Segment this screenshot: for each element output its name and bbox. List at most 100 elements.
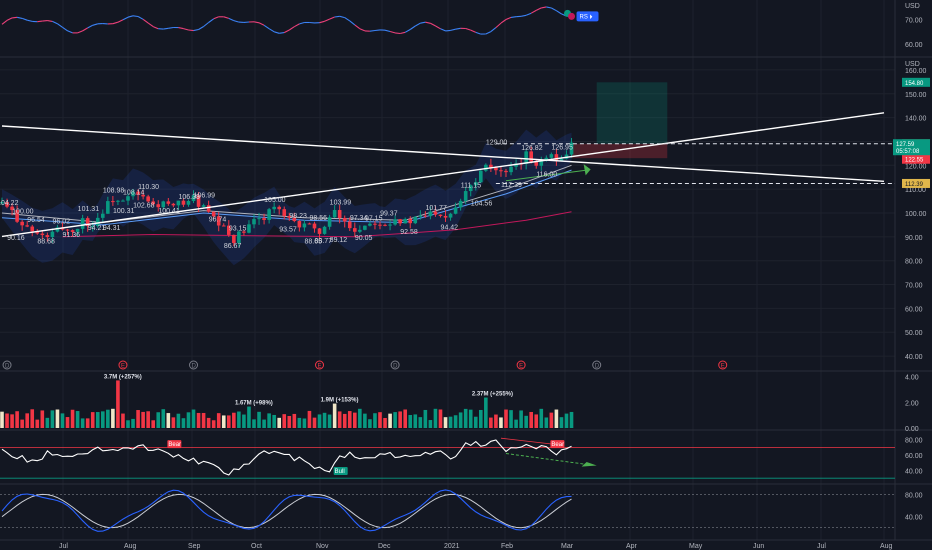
- rs-line-segment: [450, 28, 456, 31]
- rs-line-segment: [1, 19, 8, 25]
- rs-line-segment: [203, 22, 209, 27]
- breakout-arrow-head: [583, 164, 591, 176]
- candle-body: [232, 234, 236, 243]
- volume-bar: [282, 414, 287, 428]
- rs-line-segment: [92, 23, 98, 26]
- volume-bar: [413, 414, 418, 428]
- candle-body: [529, 151, 533, 162]
- rs-line-segment: [288, 26, 295, 31]
- event-marker-label-5: E: [519, 363, 523, 369]
- rs-line-segment: [127, 15, 134, 18]
- candle-body: [302, 223, 307, 228]
- candle-body: [393, 219, 397, 225]
- rs-line-segment: [354, 24, 361, 30]
- rs-line-segment: [430, 22, 436, 27]
- volume-label-1: 1.67M (+98%): [235, 401, 273, 407]
- volume-bar: [287, 415, 292, 428]
- rs-line-segment: [425, 21, 431, 24]
- volume-bar: [166, 413, 171, 428]
- stoch-d-line: [1, 493, 572, 529]
- rs-line-segment: [455, 27, 461, 30]
- candle-body: [413, 216, 418, 224]
- rs-line-segment: [420, 21, 426, 24]
- rs-line-segment: [208, 18, 215, 23]
- price-annotation-41: 126.82: [521, 145, 543, 152]
- price-tick-8: 120.00: [905, 163, 927, 170]
- rs-line-segment: [163, 27, 169, 30]
- candle-body: [509, 166, 513, 173]
- volume-bar: [75, 411, 80, 428]
- volume-bar: [267, 413, 271, 428]
- candle-body: [272, 206, 276, 210]
- volume-bar: [85, 418, 90, 428]
- candle-body: [101, 213, 105, 218]
- volume-bar: [554, 409, 559, 428]
- rs-marker-pink-dot: [568, 12, 576, 20]
- time-tick-0: Jul: [59, 543, 68, 550]
- event-marker-7: [718, 360, 728, 370]
- candle-body: [368, 223, 372, 226]
- volume-bar: [30, 409, 35, 428]
- event-marker-label-2: D: [192, 363, 197, 369]
- volume-bar: [25, 413, 29, 428]
- price-annotation-25: 88.65: [304, 238, 322, 245]
- candle-body: [479, 170, 483, 183]
- candle-body: [312, 223, 317, 229]
- candle-body: [514, 163, 518, 167]
- rs-line-segment: [334, 15, 340, 18]
- rs-line-segment: [294, 23, 300, 28]
- volume-bar: [363, 413, 367, 428]
- volume-bar: [479, 409, 483, 428]
- rs-line-segment: [274, 31, 280, 34]
- candle-body: [80, 218, 85, 229]
- rs-line-segment: [415, 22, 421, 27]
- candle-body: [554, 154, 559, 161]
- rs-line-segment: [258, 22, 265, 26]
- price-annotation-19: 93.15: [229, 225, 247, 232]
- rs-tick-1: 70.00: [905, 17, 923, 24]
- volume-bar: [564, 413, 569, 428]
- time-tick-6: 2021: [444, 543, 460, 550]
- candle-body: [378, 224, 382, 226]
- price-annotation-30: 97.15: [365, 216, 383, 223]
- rs-line-segment: [546, 6, 552, 9]
- candle-body: [388, 224, 392, 226]
- volume-bar: [237, 411, 241, 428]
- rs-line-segment: [152, 26, 159, 30]
- rs-line-segment: [389, 30, 396, 34]
- price-annotation-42: 126.95: [551, 145, 573, 152]
- volume-bar: [141, 411, 145, 428]
- rsi-line: [1, 439, 572, 476]
- event-marker-5: [516, 360, 526, 370]
- volume-bar: [489, 417, 493, 428]
- volume-bar: [398, 411, 402, 428]
- candle-body: [277, 206, 281, 210]
- volume-bar: [428, 420, 433, 428]
- volume-tick-2: 4.00: [905, 375, 919, 382]
- rs-line-segment: [404, 29, 411, 33]
- candle-body: [156, 204, 161, 208]
- candle-body: [549, 154, 554, 158]
- candle-body: [358, 229, 362, 232]
- price-annotation-11: 108.98: [103, 187, 125, 194]
- trendline-0: [1, 125, 885, 182]
- candle-body: [418, 215, 423, 217]
- event-marker-6: [592, 360, 602, 370]
- candle-body: [317, 228, 322, 234]
- rs-line-segment: [178, 27, 184, 30]
- candle-body: [70, 230, 75, 232]
- candle-body: [30, 226, 35, 232]
- rs-line-segment: [445, 29, 451, 32]
- price-annotation-3: 96.02: [52, 218, 70, 225]
- rs-line-segment: [147, 22, 154, 28]
- volume-bar: [131, 418, 135, 428]
- rs-line-segment: [500, 19, 507, 24]
- rs-line-segment: [520, 14, 527, 17]
- volume-bar: [206, 417, 211, 428]
- candle-body: [252, 219, 256, 225]
- candle-body: [332, 210, 337, 218]
- rs-line-segment: [188, 29, 194, 32]
- volume-bar: [342, 413, 347, 428]
- rs-line-segment: [142, 18, 149, 24]
